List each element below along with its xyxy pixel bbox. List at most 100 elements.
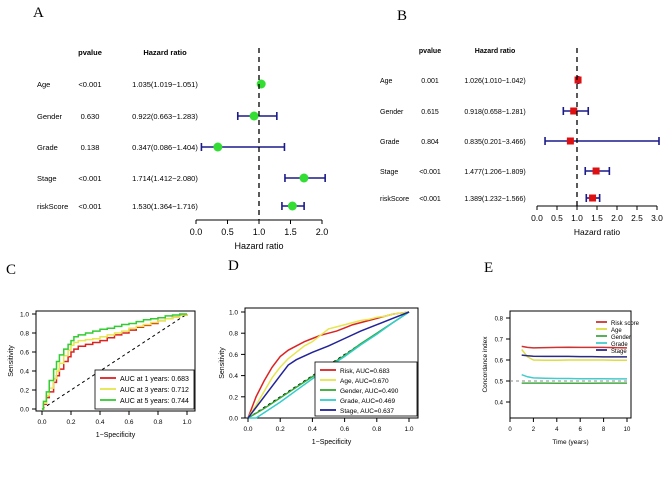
chart-e-legend-label: Stage: [611, 349, 627, 355]
chart-e-series-line: [521, 345, 628, 349]
forest-a-row-name: riskScore: [37, 202, 68, 211]
chart-e-legend-label: Gender: [611, 335, 631, 341]
chart-c-y-tick-label: 0.8: [20, 331, 29, 338]
chart-d-y-tick-label: 0.2: [229, 394, 238, 401]
chart-c-x-tick-label: 0.0: [37, 419, 46, 426]
forest-a-row-name: Grade: [37, 143, 58, 152]
forest-b-x-tick-label: 0.0: [531, 213, 543, 223]
chart-d-legend-label: Grade, AUC=0.469: [340, 398, 395, 405]
chart-c-x-tick-label: 0.4: [95, 419, 104, 426]
forest-b-x-axis-label: Hazard ratio: [574, 227, 621, 237]
chart-d-series-line: [247, 311, 410, 419]
forest-b-x-tick-label: 1.0: [571, 213, 583, 223]
forest-b-point: [589, 194, 597, 202]
forest-a-point: [249, 111, 259, 121]
forest-a-x-tick-label: 0.0: [190, 227, 203, 237]
chart-c-legend-label: AUC at 3 years: 0.712: [120, 387, 189, 394]
chart-d-x-tick-label: 0.8: [372, 426, 381, 433]
chart-c-legend-label: AUC at 1 years: 0.683: [120, 376, 189, 383]
forest-b-row-pvalue: 0.615: [421, 109, 439, 116]
chart-d-legend-box: [314, 361, 418, 417]
panel-label-d: D: [228, 258, 239, 274]
chart-d-legend-label: Gender, AUC=0.490: [340, 388, 399, 395]
forest-a-row-hr: 1.530(1.364−1.716): [132, 202, 198, 211]
forest-a-row-hr: 0.922(0.663−1.283): [132, 112, 198, 121]
forest-b-row-name: Grade: [380, 139, 400, 146]
forest-a-point: [256, 79, 266, 89]
forest-b-x-tick-label: 0.5: [551, 213, 563, 223]
chart-c-y-tick-label: 0.6: [20, 350, 29, 357]
chart-e-y-tick-label: 0.4: [495, 401, 504, 407]
chart-c-series-line: [42, 313, 187, 410]
forest-b-row-pvalue: 0.001: [421, 78, 439, 85]
chart-c-plot-frame: [35, 310, 196, 412]
forest-b-row-pvalue: <0.001: [419, 196, 441, 203]
chart-d-legend-label: Age, AUC=0.670: [340, 378, 389, 385]
forest-a-row-name: Stage: [37, 174, 57, 183]
forest-b-x-tick-label: 2.0: [611, 213, 623, 223]
forest-a-header-pvalue: pvalue: [78, 48, 102, 57]
forest-b-point: [566, 137, 574, 145]
chart-d-y-tick-label: 1.0: [229, 310, 238, 317]
chart-d-x-tick-label: 0.6: [340, 426, 349, 433]
forest-a-x-tick-label: 0.5: [221, 227, 234, 237]
chart-d-legend-label: Stage, AUC=0.637: [340, 408, 394, 415]
forest-a-row-hr: 1.035(1.019−1.051): [132, 80, 198, 89]
chart-d-y-tick-label: 0.6: [229, 352, 238, 359]
forest-a-row-hr: 0.347(0.086−1.404): [132, 143, 198, 152]
chart-c-x-tick-label: 0.2: [66, 419, 75, 426]
chart-c-x-tick-label: 0.6: [124, 419, 133, 426]
forest-a-x-tick-label: 1.0: [253, 227, 266, 237]
forest-a-row-name: Age: [37, 80, 50, 89]
chart-d-legend-label: Risk, AUC=0.683: [340, 368, 390, 375]
chart-e-x-tick-label: 8: [602, 427, 606, 433]
chart-c-diagonal-line: [41, 313, 188, 410]
chart-c-legend-label: AUC at 5 years: 0.744: [120, 398, 189, 405]
chart-c-y-axis-label: Sensitivity: [8, 345, 15, 377]
forest-b-row-name: Age: [380, 78, 393, 85]
forest-a-point: [287, 201, 297, 211]
forest-b-header-hr: Hazard ratio: [475, 48, 515, 55]
chart-d-series-line: [247, 311, 410, 419]
chart-c-y-tick-label: 1.0: [20, 312, 29, 319]
forest-b-row-hr: 1.389(1.232−1.566): [464, 196, 525, 203]
forest-b-point: [592, 167, 600, 175]
forest-a-row-name: Gender: [37, 112, 63, 121]
forest-a-x-axis-label: Hazard ratio: [234, 241, 283, 251]
forest-b-x-tick-label: 2.5: [631, 213, 643, 223]
chart-e-x-tick-label: 2: [532, 427, 536, 433]
chart-e-x-tick-label: 6: [579, 427, 583, 433]
chart-d-x-tick-label: 0.0: [243, 426, 252, 433]
forest-b-header-pvalue: pvalue: [419, 48, 441, 55]
chart-c-y-tick-label: 0.0: [20, 407, 29, 414]
forest-a-x-tick-label: 2.0: [316, 227, 329, 237]
chart-d-plot-frame: [244, 307, 419, 419]
chart-c-x-tick-label: 0.8: [153, 419, 162, 426]
forest-a-point: [213, 142, 223, 152]
forest-a-row-pvalue: 0.138: [81, 143, 100, 152]
chart-e-x-tick-label: 4: [555, 427, 559, 433]
forest-a-point: [299, 173, 309, 183]
chart-e-x-tick-label: 10: [624, 427, 631, 433]
forest-b-row-pvalue: <0.001: [419, 169, 441, 176]
forest-b-row-name: Stage: [380, 169, 398, 176]
chart-c-x-tick-label: 1.0: [182, 419, 191, 426]
forest-a-row-pvalue: <0.001: [78, 174, 101, 183]
forest-b-row-hr: 1.477(1.206−1.809): [464, 169, 525, 176]
forest-b-point: [574, 76, 582, 84]
chart-d-x-tick-label: 0.2: [276, 426, 285, 433]
chart-e-series-line: [521, 373, 627, 380]
forest-a-header-hr: Hazard ratio: [143, 48, 187, 57]
forest-a-row-pvalue: <0.001: [78, 80, 101, 89]
chart-c-y-tick-label: 0.4: [20, 369, 29, 376]
chart-d-x-tick-label: 0.4: [308, 426, 317, 433]
forest-b-row-name: Gender: [380, 109, 404, 116]
forest-b-row-name: riskScore: [380, 196, 409, 203]
forest-b-x-tick-label: 1.5: [591, 213, 603, 223]
chart-e-x-tick-label: 0: [508, 427, 512, 433]
chart-e-y-tick-label: 0.8: [495, 317, 504, 323]
panel-label-a: A: [33, 5, 44, 21]
panel-label-b: B: [397, 8, 408, 24]
forest-a-row-pvalue: <0.001: [78, 202, 101, 211]
